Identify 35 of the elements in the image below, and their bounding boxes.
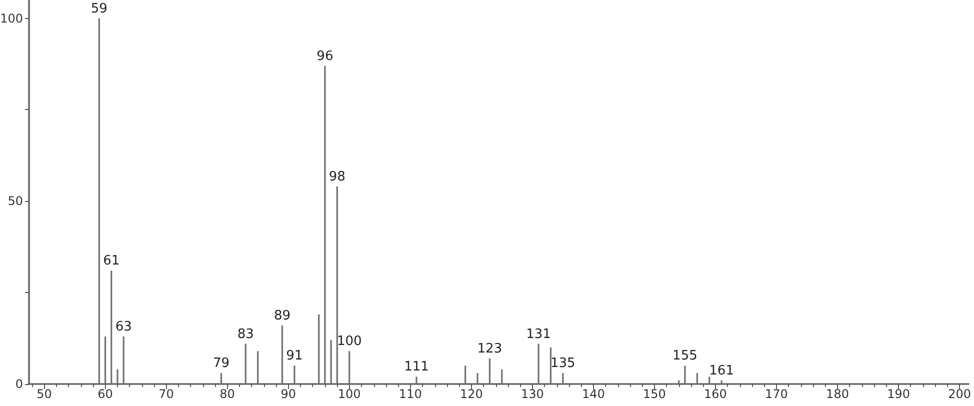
annotation: 83	[237, 326, 254, 342]
annotation: 135	[550, 356, 576, 372]
x-tick-label: 150	[642, 387, 666, 401]
x-tick-label: 180	[826, 387, 849, 401]
x-tick-label: 70	[158, 387, 174, 401]
annotation: 131	[526, 326, 551, 342]
annotation: 98	[328, 170, 346, 185]
annotation: 61	[103, 254, 120, 269]
x-tick-label: 140	[582, 387, 605, 401]
annotation: 155	[672, 348, 698, 364]
annotation: 63	[115, 319, 132, 334]
x-tick-label: 60	[98, 387, 113, 401]
x-tick-label: 130	[520, 387, 544, 401]
x-tick-label: 170	[765, 387, 788, 401]
x-tick-label: 120	[460, 387, 483, 401]
x-tick-label: 50	[36, 387, 52, 401]
x-tick-label: 190	[887, 387, 910, 401]
annotation: 96	[316, 48, 334, 64]
y-tick-label: 50	[8, 194, 23, 208]
annotation: 59	[90, 1, 108, 16]
x-tick-label: 200	[948, 387, 971, 401]
y-tick-label: 0	[15, 377, 23, 391]
x-tick-label: 90	[280, 387, 296, 401]
annotation: 161	[709, 363, 734, 378]
y-tick-label: 100	[0, 11, 23, 26]
annotation: 123	[477, 341, 502, 356]
annotation: 89	[274, 308, 291, 324]
annotation: 100	[336, 334, 362, 350]
annotation: 79	[212, 356, 230, 372]
x-tick-label: 100	[338, 387, 361, 401]
x-tick-label: 110	[398, 387, 422, 401]
annotation: 91	[286, 348, 303, 364]
annotation: 111	[404, 360, 429, 375]
x-tick-label: 80	[220, 387, 235, 401]
x-tick-label: 160	[704, 387, 727, 401]
